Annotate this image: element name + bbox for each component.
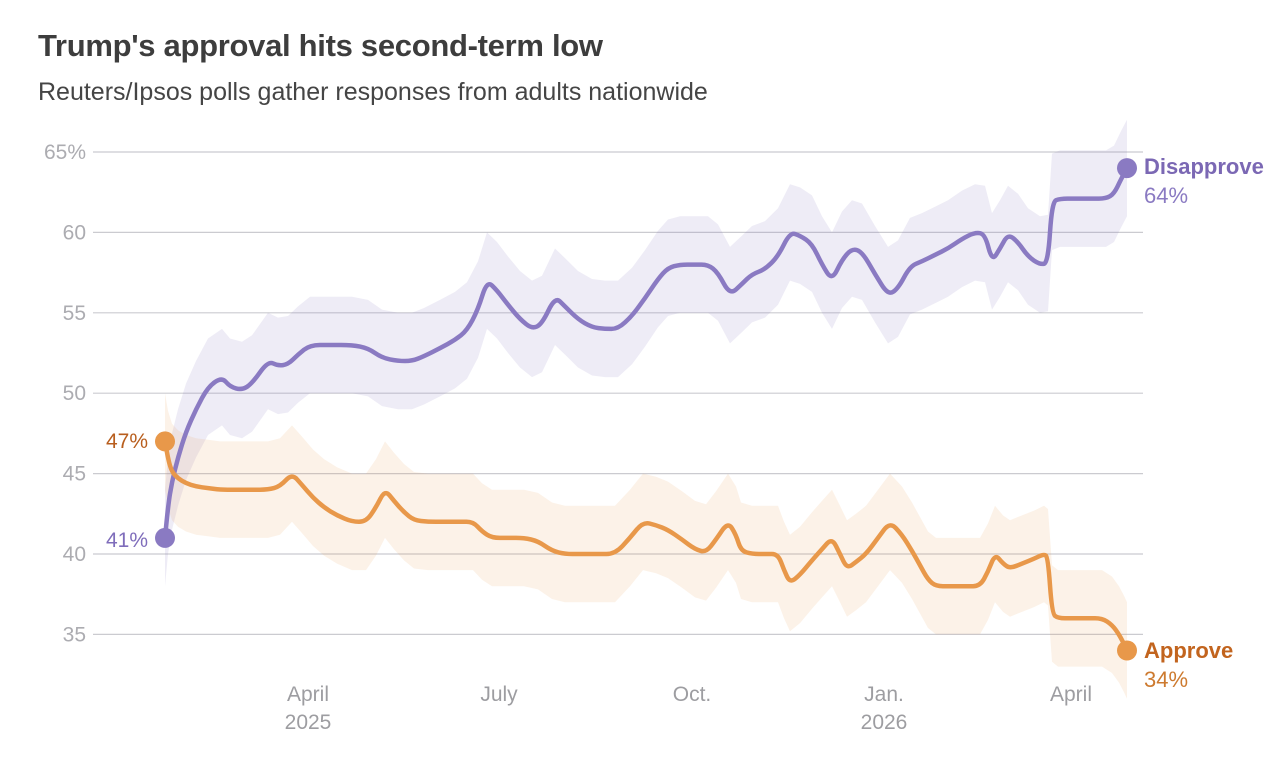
y-tick-label: 35 [63, 623, 86, 646]
chart-title: Trump's approval hits second-term low [38, 28, 603, 63]
y-tick-label: 60 [63, 221, 86, 244]
approve-end-value: 34% [1144, 667, 1189, 692]
x-tick-label: April [287, 683, 329, 706]
chart-subtitle: Reuters/Ipsos polls gather responses fro… [38, 78, 708, 106]
approve-start-value: 47% [105, 430, 148, 453]
confidence-band [165, 119, 1127, 587]
y-tick-label: 45 [63, 463, 86, 486]
approve-start-dot [155, 431, 175, 452]
disapprove-end-dot [1117, 158, 1137, 179]
y-tick-label: 65% [44, 141, 86, 164]
y-tick-label: 55 [63, 302, 86, 325]
y-tick-label: 50 [63, 382, 86, 405]
approve-end-dot [1117, 640, 1137, 661]
confidence-band [165, 393, 1127, 699]
approve-end-label: Approve [1144, 638, 1234, 663]
y-tick-label: 40 [63, 543, 86, 566]
disapprove-start-dot [155, 527, 175, 548]
x-tick-label: Jan. [864, 683, 904, 706]
x-tick-sublabel: 2026 [861, 711, 908, 734]
series-line-approve [162, 439, 1130, 653]
disapprove-end-value: 64% [1144, 183, 1189, 208]
x-tick-label: April [1050, 683, 1092, 706]
x-tick-sublabel: 2025 [285, 711, 332, 734]
disapprove-end-label: Disapprove [1144, 154, 1264, 179]
x-tick-label: Oct. [673, 683, 712, 706]
disapprove-start-value: 41% [105, 529, 148, 552]
series-line-disapprove [162, 165, 1130, 541]
x-tick-label: July [480, 683, 518, 706]
